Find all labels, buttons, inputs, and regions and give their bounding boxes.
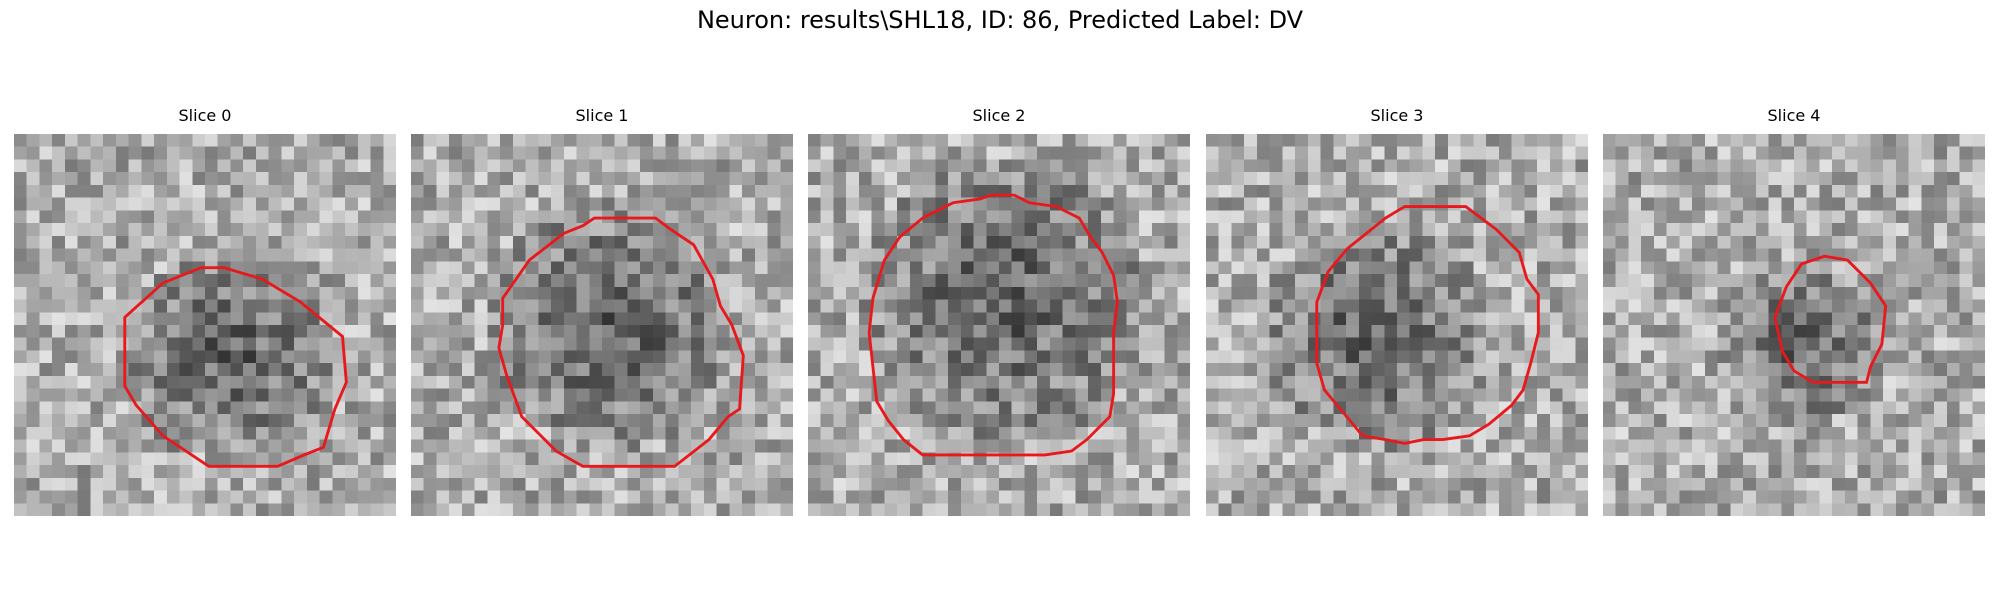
- slice-title: Slice 1: [575, 106, 629, 125]
- roi-contour: [867, 193, 1119, 457]
- slice-title: Slice 0: [178, 106, 232, 125]
- roi-contour: [123, 266, 348, 468]
- slice-image: [808, 134, 1190, 516]
- slice-image: [14, 134, 396, 516]
- roi-contour: [497, 216, 745, 468]
- slice-panel-1: Slice 1: [411, 106, 793, 516]
- slice-panel-3: Slice 3: [1206, 106, 1588, 516]
- slice-panel-2: Slice 2: [808, 106, 1190, 516]
- slice-panel-0: Slice 0: [14, 106, 396, 516]
- slice-title: Slice 4: [1767, 106, 1821, 125]
- slice-panel-4: Slice 4: [1603, 106, 1985, 516]
- slice-image: [1206, 134, 1588, 516]
- figure-title: Neuron: results\SHL18, ID: 86, Predicted…: [696, 6, 1304, 34]
- slice-image: [411, 134, 793, 516]
- slice-title: Slice 2: [972, 106, 1026, 125]
- roi-contour: [1773, 254, 1888, 384]
- slice-image: [1603, 134, 1985, 516]
- roi-contour: [1315, 205, 1540, 445]
- slice-title: Slice 3: [1370, 106, 1424, 125]
